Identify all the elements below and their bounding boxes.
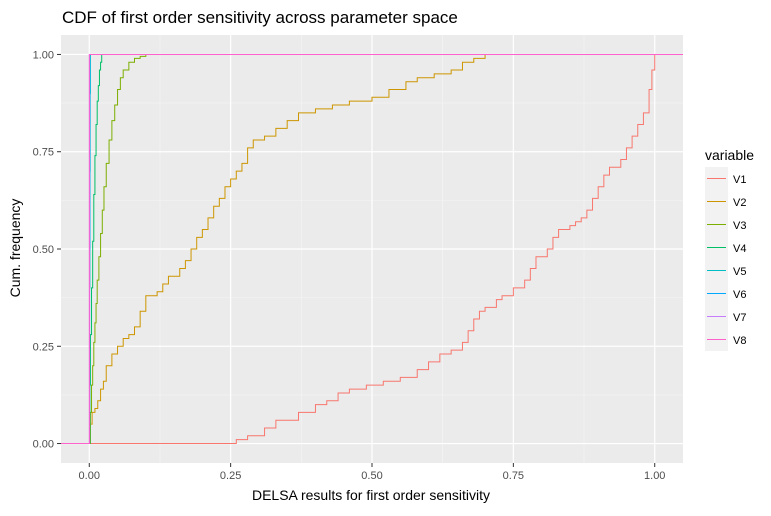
legend-item-v4: V4 xyxy=(705,236,746,259)
legend-label: V6 xyxy=(733,289,746,301)
legend-item-v3: V3 xyxy=(705,213,746,236)
legend-title: variable xyxy=(705,147,754,163)
legend-item-v7: V7 xyxy=(705,305,746,328)
x-axis: 0.00 0.25 0.50 0.75 1.00 xyxy=(79,463,665,482)
x-axis-label: DELSA results for first order sensitivit… xyxy=(252,487,490,503)
y-tick-label: 0.75 xyxy=(33,147,54,159)
legend-item-v8: V8 xyxy=(705,328,746,351)
x-tick-label: 0.25 xyxy=(220,470,241,482)
y-tick-label: 0.00 xyxy=(33,439,54,451)
legend-label: V3 xyxy=(733,220,746,232)
y-tick-label: 0.50 xyxy=(33,244,54,256)
legend-label: V2 xyxy=(733,197,746,209)
y-axis-label: Cum. frequency xyxy=(7,199,23,298)
legend-label: V5 xyxy=(733,266,746,278)
series-v4-line xyxy=(61,53,683,445)
legend-items: V1 V2 V3 V4 V5 V6 V7 V8 xyxy=(705,167,746,351)
y-tick-label: 1.00 xyxy=(33,49,54,61)
y-tick-label: 0.25 xyxy=(33,341,54,353)
legend-label: V7 xyxy=(733,312,746,324)
chart-title: CDF of first order sensitivity across pa… xyxy=(62,8,458,27)
y-axis: 0.00 0.25 0.50 0.75 1.00 xyxy=(33,49,61,451)
x-tick-label: 0.50 xyxy=(361,470,382,482)
series-v2-line xyxy=(61,53,683,445)
x-tick-label: 1.00 xyxy=(644,470,665,482)
legend-item-v5: V5 xyxy=(705,259,746,282)
series-layer xyxy=(61,53,683,445)
series-v8-line xyxy=(61,53,683,445)
legend-label: V8 xyxy=(733,335,746,347)
legend-item-v2: V2 xyxy=(705,190,746,213)
legend-label: V4 xyxy=(733,243,746,255)
legend-item-v1: V1 xyxy=(705,167,746,190)
legend-item-v6: V6 xyxy=(705,282,746,305)
x-tick-label: 0.00 xyxy=(79,470,100,482)
series-v1-line xyxy=(61,53,683,445)
x-tick-label: 0.75 xyxy=(503,470,524,482)
legend-label: V1 xyxy=(733,174,746,186)
legend: variable V1 V2 V3 V4 V5 V6 V7 V8 xyxy=(705,147,754,351)
series-v3-line xyxy=(61,53,683,445)
